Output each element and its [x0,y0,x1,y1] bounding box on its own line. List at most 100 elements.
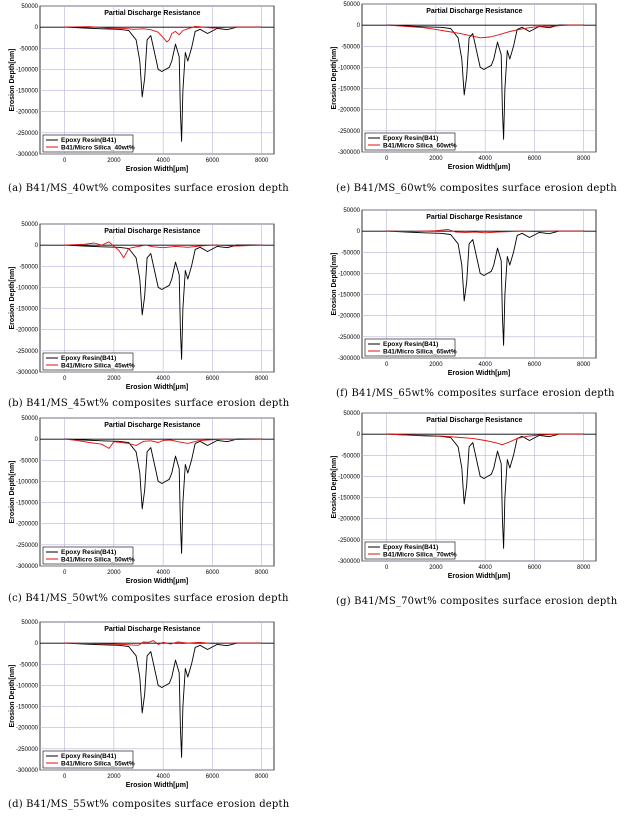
legend-label-epoxy: Epoxy Resin(B41) [383,135,438,142]
chart-panel-c: 0 2000 4000 6000 8000 50000 0 -50000 -100000 -150… [9,409,280,588]
y-tick-label: -300000 [16,152,39,158]
legend-label-silica: B41/Micro Silica_60wt% [383,143,457,150]
chart-svg-e: 0 2000 4000 6000 8000 50000 0 -50000 -100000 -150… [331,2,597,171]
y-tick-label: -250000 [338,129,361,135]
x-tick-label: 4000 [156,570,170,576]
caption-f: (f) B41/MS_65wt% composites surface eros… [336,388,615,399]
x-tick-label: 6000 [528,362,542,368]
series-line-epoxy [64,642,262,758]
x-tick-label: 4000 [156,376,170,382]
chart-panel-g: 0 2000 4000 6000 8000 50000 0 -50000 -100000 -150… [331,404,602,583]
x-tick-label: 8000 [577,565,591,571]
legend-label-silica: B41/Micro Silica_55wt% [61,761,135,768]
legend-box [42,352,134,371]
series-line-silica [386,24,584,39]
x-tick-label: 6000 [206,376,220,382]
x-tick-label: 0 [385,156,389,162]
y-tick-label: -250000 [338,538,361,544]
y-axis-label: Erosion Depth[nm] [331,456,338,519]
y-axis-label: Erosion Depth[nm] [9,49,16,112]
caption-d: (d) B41/MS_55wt% composites surface eros… [8,799,290,810]
y-tick-label: -250000 [16,747,39,753]
chart-svg-g: 0 2000 4000 6000 8000 50000 0 -50000 -100000 -150… [331,411,597,580]
chart-svg-d: 0 2000 4000 6000 8000 50000 0 -50000 -100000 -150… [9,620,275,789]
legend-box [42,134,134,153]
y-tick-label: -300000 [16,370,39,376]
plot-frame [361,3,597,153]
y-tick-label: 0 [35,25,39,31]
y-tick-label: -200000 [16,522,39,528]
x-tick-label: 6000 [206,158,220,164]
y-tick-label: -300000 [338,356,361,362]
legend-label-epoxy: Epoxy Resin(B41) [61,753,116,760]
series-line-epoxy [64,438,262,554]
y-tick-label: 0 [357,432,361,438]
x-tick-label: 6000 [206,774,220,780]
x-tick-label: 4000 [156,158,170,164]
caption-g: (g) B41/MS_70wt% composites surface eros… [336,596,618,607]
y-tick-label: -300000 [338,150,361,156]
y-axis-label: Erosion Depth[nm] [9,461,16,524]
chart-panel-d: 0 2000 4000 6000 8000 50000 0 -50000 -100000 -150… [9,613,280,792]
y-tick-label: -50000 [19,662,38,668]
y-tick-label: -50000 [19,264,38,270]
y-tick-label: -100000 [16,285,39,291]
caption-e: (e) B41/MS_60wt% composites surface eros… [336,183,617,194]
plot-frame [39,223,275,373]
x-axis-label: Erosion Width[μm] [126,384,189,391]
x-tick-label: 4000 [478,565,492,571]
plot-frame [39,5,275,155]
series-line-silica [64,438,262,449]
x-tick-label: 2000 [429,156,443,162]
chart-panel-f: 0 2000 4000 6000 8000 50000 0 -50000 -100000 -150… [331,201,602,380]
y-tick-label: 0 [35,243,39,249]
x-tick-label: 2000 [429,565,443,571]
y-tick-label: -150000 [16,705,39,711]
legend-label-epoxy: Epoxy Resin(B41) [383,341,438,348]
y-tick-label: -200000 [16,726,39,732]
y-tick-label: -150000 [338,496,361,502]
x-axis-label: Erosion Width[μm] [126,166,189,173]
chart-panel-e: 0 2000 4000 6000 8000 50000 0 -50000 -100000 -150… [331,0,602,174]
legend-box [364,541,456,560]
y-tick-label: 50000 [343,208,360,214]
y-tick-label: -250000 [338,335,361,341]
x-tick-label: 8000 [577,156,591,162]
x-tick-label: 8000 [577,362,591,368]
legend-label-silica: B41/Micro Silica_40wt% [61,145,135,152]
y-tick-label: -50000 [19,458,38,464]
series-line-silica [64,241,262,259]
y-tick-label: -100000 [16,683,39,689]
x-axis-label: Erosion Width[μm] [448,370,511,377]
x-tick-label: 6000 [528,156,542,162]
legend-box [364,338,456,357]
y-tick-label: -200000 [16,110,39,116]
x-tick-label: 2000 [107,376,121,382]
x-axis-label: Erosion Width[μm] [448,164,511,171]
x-tick-label: 0 [63,158,67,164]
x-tick-label: 6000 [528,565,542,571]
chart-title: Partial Discharge Resistance [104,228,200,235]
y-axis-label: Erosion Depth[nm] [331,253,338,316]
legend-label-epoxy: Epoxy Resin(B41) [383,544,438,551]
y-tick-label: -250000 [16,349,39,355]
y-tick-label: -200000 [16,328,39,334]
y-tick-label: 50000 [21,620,38,626]
caption-b: (b) B41/MS_45wt% composites surface eros… [8,398,290,409]
y-tick-label: -50000 [341,250,360,256]
x-tick-label: 0 [63,570,67,576]
chart-svg-a: 0 2000 4000 6000 8000 50000 0 -50000 -100000 -150… [9,4,275,173]
y-tick-label: -300000 [16,768,39,774]
x-tick-label: 2000 [107,570,121,576]
legend-label-silica: B41/Micro Silica_70wt% [383,552,457,559]
x-tick-label: 2000 [107,158,121,164]
chart-panel-b: 0 2000 4000 6000 8000 50000 0 -50000 -100000 -150… [9,215,280,394]
y-tick-label: -50000 [341,44,360,50]
x-tick-label: 2000 [429,362,443,368]
plot-frame [361,209,597,359]
legend-box [364,132,456,151]
chart-svg-c: 0 2000 4000 6000 8000 50000 0 -50000 -100000 -150… [9,416,275,585]
series-line-silica [64,640,262,646]
x-tick-label: 0 [385,362,389,368]
series-line-epoxy [64,26,262,142]
